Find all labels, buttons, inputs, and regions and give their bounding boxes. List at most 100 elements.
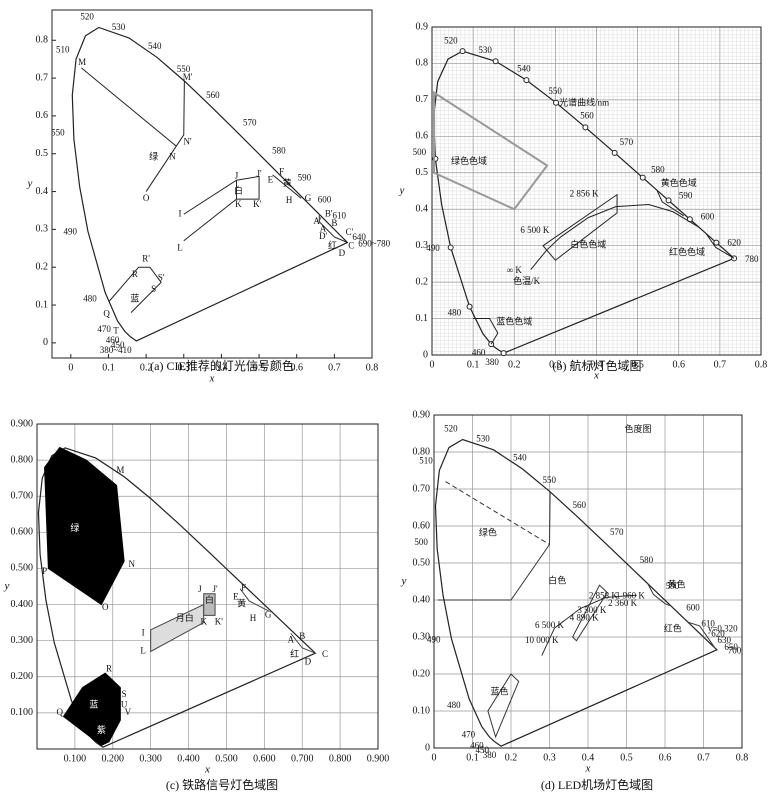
y-tick-label: 0.600 — [11, 527, 34, 538]
region-annotation: 紫 — [97, 725, 106, 735]
region-annotation: 黄色色域 — [661, 177, 697, 188]
y-tick-label: 0.900 — [11, 418, 34, 429]
wavelength-label: 460 — [472, 348, 486, 358]
region-annotation: 2 360 K — [608, 598, 638, 608]
region-annotation: O — [143, 193, 150, 203]
x-axis-label: x — [593, 370, 599, 382]
y-tick-label: 0 — [425, 742, 430, 753]
region-annotation: S' — [158, 273, 165, 283]
wavelength-label: 620 — [727, 237, 741, 247]
region-annotation: 3 500 K — [577, 605, 607, 615]
wavelength-label: 490 — [427, 634, 441, 644]
region-annotation: I — [179, 208, 182, 218]
wavelength-label: 380 — [485, 357, 499, 367]
y-tick-label: 0.5 — [416, 167, 429, 178]
spectral-locus — [71, 26, 349, 342]
region-annotation: ∞ K — [507, 265, 523, 275]
region-annotation: 色度图 — [625, 423, 652, 434]
color-region — [318, 215, 348, 243]
y-tick-label: 0.2 — [36, 262, 49, 273]
x-axis-label: x — [204, 764, 210, 776]
caption: (d) LED机场灯色域图 — [541, 778, 653, 792]
locus-marker — [500, 350, 507, 357]
x-tick-label: 0.200 — [102, 753, 125, 764]
region-annotation: K — [235, 199, 242, 209]
y-tick-label: 0.8 — [416, 58, 429, 69]
region-annotation: T — [113, 326, 119, 336]
wavelength-label: 380~410 — [100, 345, 132, 355]
region-annotation: C — [322, 649, 328, 659]
y-tick-label: 0.500 — [11, 563, 34, 574]
wavelength-label: 380 — [483, 750, 497, 760]
locus-marker — [713, 239, 720, 246]
wavelength-label: 520 — [444, 424, 458, 434]
region-annotation: L — [177, 242, 183, 252]
color-region — [272, 174, 302, 199]
region-annotation: E — [268, 174, 274, 184]
wavelength-label: 590 — [298, 173, 312, 183]
wavelength-label: 700 — [728, 646, 742, 656]
region-annotation: 1 960 K — [616, 590, 646, 600]
x-tick-label: 0.1 — [466, 752, 479, 763]
caption: (c) 铁路信号灯色域图 — [166, 777, 278, 792]
region-annotation: K' — [215, 617, 223, 627]
x-axis-label: x — [209, 373, 215, 385]
region-annotation: R — [106, 664, 112, 674]
color-region — [183, 175, 260, 242]
color-region — [108, 266, 162, 313]
wavelength-label: 600 — [318, 194, 332, 204]
region-annotation: D — [339, 248, 346, 258]
x-tick-label: 0 — [432, 752, 437, 763]
locus-marker — [447, 244, 454, 251]
x-tick-label: 0.3 — [178, 362, 191, 373]
wavelength-label: 470 — [97, 324, 111, 334]
plot-frame — [36, 423, 379, 750]
color-region — [203, 593, 216, 616]
wavelength-label: 550 — [177, 64, 191, 74]
wavelength-label: 500 — [413, 147, 427, 157]
wavelength-label: 580 — [272, 146, 286, 156]
locus-marker — [639, 174, 646, 181]
region-annotation: B' — [325, 208, 333, 218]
locus-marker — [492, 58, 499, 65]
region-annotation: J — [198, 584, 202, 594]
color-region — [541, 594, 637, 656]
x-tick-label: 0.8 — [736, 752, 749, 763]
region-annotation: K — [200, 617, 207, 627]
wavelength-label: 560 — [572, 500, 586, 510]
x-tick-label: 0.2 — [140, 362, 153, 373]
region-annotation: Q — [103, 309, 110, 319]
x-tick-label: 0 — [430, 359, 435, 370]
x-tick-label: 0 — [68, 362, 73, 373]
region-annotation: 6 500 K — [535, 620, 565, 630]
region-annotation: K' — [253, 199, 261, 209]
y-tick-label: 0.30 — [413, 631, 431, 642]
region-annotation: 绿 — [149, 151, 158, 162]
x-tick-label: 0.600 — [253, 753, 276, 764]
region-annotation: M' — [183, 72, 193, 82]
region-annotation: N — [169, 152, 176, 162]
y-tick-label: 0.7 — [416, 94, 429, 105]
region-annotation: 红 — [328, 239, 337, 250]
y-tick-label: 0.3 — [416, 240, 429, 251]
region-annotation: 黄色 — [668, 578, 686, 589]
region-annotation: A — [288, 635, 295, 645]
region-annotation: 蓝 — [130, 292, 139, 303]
color-region — [473, 318, 499, 345]
y-tick-label: 0.20 — [413, 668, 431, 679]
y-tick-label: 0.300 — [11, 635, 34, 646]
wavelength-label: 540 — [148, 41, 162, 51]
region-annotation: 蓝色 — [490, 686, 508, 697]
wavelength-label: 550 — [543, 475, 557, 485]
spectral-locus — [434, 438, 718, 747]
wavelength-label: 610 — [332, 210, 346, 220]
wavelength-label: 450 — [111, 340, 125, 350]
region-annotation: C — [348, 240, 354, 250]
region-annotation: M — [78, 57, 86, 67]
color-region — [687, 621, 716, 649]
wavelength-label: 580 — [640, 555, 654, 565]
region-annotation: 红色 — [664, 623, 682, 634]
color-region — [150, 603, 205, 653]
x-tick-label: 0.500 — [215, 753, 238, 764]
color-region — [145, 80, 185, 192]
